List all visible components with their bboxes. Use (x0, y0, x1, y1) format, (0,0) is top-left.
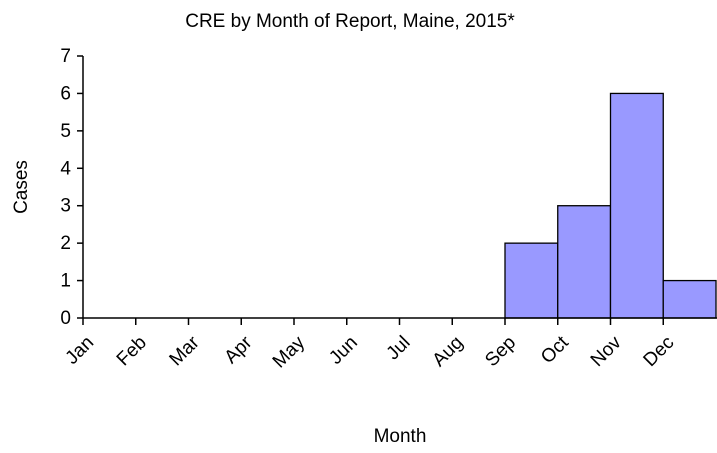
x-tick-label: Dec (640, 332, 679, 371)
x-tick-label: Nov (587, 332, 626, 371)
x-tick-label: Aug (429, 332, 468, 371)
y-tick-label: 2 (60, 233, 71, 254)
bar (662, 279, 717, 319)
chart-title: CRE by Month of Report, Maine, 2015* (185, 11, 515, 32)
y-tick-label: 5 (60, 121, 71, 142)
x-tick-label: Sep (481, 332, 520, 371)
x-tick-label: Mar (166, 332, 204, 370)
y-tick-label: 1 (60, 271, 71, 292)
x-tick-label: Feb (113, 332, 151, 370)
x-tick-label: Apr (221, 332, 257, 368)
x-tick-label: Jul (383, 332, 415, 364)
y-tick-label: 7 (60, 46, 71, 67)
bar (504, 242, 559, 319)
bar (557, 205, 612, 319)
x-axis-label: Month (374, 426, 427, 447)
y-axis-label: Cases (11, 160, 32, 214)
x-tick-label: Jun (325, 332, 362, 369)
y-tick-label: 4 (60, 158, 71, 179)
x-tick-label: May (269, 332, 310, 373)
x-tick-label: Jan (62, 332, 99, 369)
y-tick-label: 0 (60, 308, 71, 329)
y-tick-label: 6 (60, 83, 71, 104)
bar (609, 92, 664, 319)
x-tick-label: Oct (537, 332, 573, 368)
y-tick-label: 3 (60, 196, 71, 217)
